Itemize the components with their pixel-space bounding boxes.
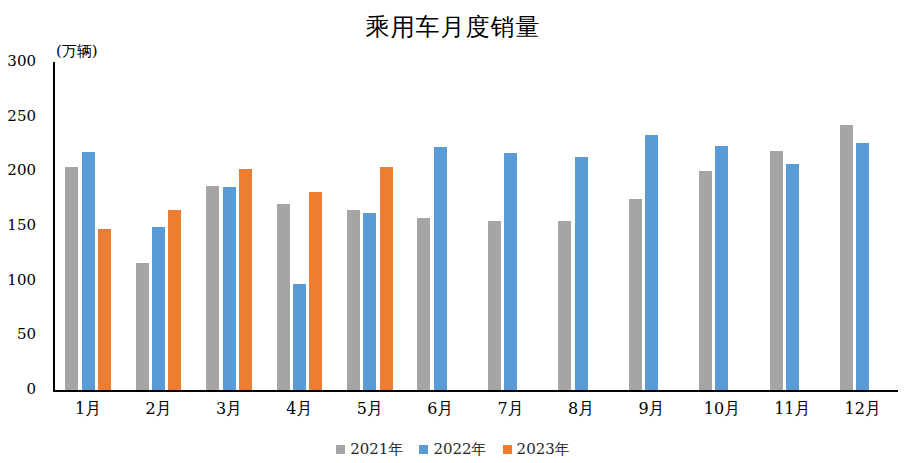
x-tick-label-11月: 11月: [757, 401, 827, 417]
x-tick-label-3月: 3月: [194, 401, 264, 417]
bar-9月-2021年: [629, 199, 642, 390]
bar-1月-2023年: [98, 229, 111, 390]
legend: 2021年 2022年 2023年: [0, 440, 906, 459]
x-tick-label-9月: 9月: [616, 401, 686, 417]
chart-title: 乘用车月度销量: [0, 11, 906, 43]
legend-swatch-icon: [336, 445, 345, 454]
bar-3月-2021年: [206, 186, 219, 390]
y-tick-label: 50: [0, 327, 36, 342]
x-tick-label-7月: 7月: [476, 401, 546, 417]
x-tick-label-12月: 12月: [828, 401, 898, 417]
x-tick-label-10月: 10月: [687, 401, 757, 417]
x-tick-label-1月: 1月: [53, 401, 123, 417]
bar-6月-2022年: [434, 147, 447, 390]
bar-1月-2021年: [65, 167, 78, 390]
legend-swatch-icon: [503, 445, 512, 454]
bar-5月-2023年: [380, 167, 393, 390]
bar-5月-2022年: [363, 213, 376, 390]
bar-5月-2021年: [347, 210, 360, 390]
bar-7月-2021年: [488, 221, 501, 390]
legend-item-2022年: 2022年: [419, 440, 486, 459]
bar-12月-2021年: [840, 125, 853, 390]
bar-3月-2022年: [223, 187, 236, 390]
x-tick-label-4月: 4月: [264, 401, 334, 417]
y-tick-label: 300: [0, 54, 36, 69]
legend-label: 2022年: [433, 440, 486, 459]
y-tick-label: 100: [0, 273, 36, 288]
bar-6月-2021年: [417, 218, 430, 390]
x-tick-label-8月: 8月: [546, 401, 616, 417]
legend-item-2023年: 2023年: [503, 440, 570, 459]
x-tick-label-2月: 2月: [123, 401, 193, 417]
bar-2月-2021年: [136, 263, 149, 390]
bar-2月-2023年: [168, 210, 181, 390]
x-axis-line: [53, 390, 898, 392]
bar-11月-2021年: [770, 151, 783, 390]
x-tick-label-5月: 5月: [335, 401, 405, 417]
bar-10月-2022年: [715, 146, 728, 390]
legend-label: 2023年: [517, 440, 570, 459]
y-tick-label: 250: [0, 109, 36, 124]
bar-11月-2022年: [786, 164, 799, 390]
bar-4月-2021年: [277, 204, 290, 390]
bar-8月-2022年: [575, 157, 588, 390]
bar-9月-2022年: [645, 135, 658, 390]
y-tick-label: 0: [0, 382, 36, 397]
bar-4月-2023年: [309, 192, 322, 390]
y-tick-label: 200: [0, 163, 36, 178]
legend-swatch-icon: [419, 445, 428, 454]
y-tick-label: 150: [0, 218, 36, 233]
bar-4月-2022年: [293, 284, 306, 390]
bar-12月-2022年: [856, 143, 869, 390]
legend-item-2021年: 2021年: [336, 440, 403, 459]
bar-3月-2023年: [239, 169, 252, 390]
y-axis-unit-label: (万辆): [56, 42, 98, 61]
bar-2月-2022年: [152, 227, 165, 390]
x-tick-label-6月: 6月: [405, 401, 475, 417]
chart-container: 乘用车月度销量 (万辆) 0 50 100 150 200 250 300 1月2月3月4月…: [0, 0, 906, 463]
bar-8月-2021年: [558, 221, 571, 390]
bar-10月-2021年: [699, 171, 712, 390]
y-axis-line: [53, 62, 55, 390]
legend-label: 2021年: [350, 440, 403, 459]
bar-7月-2022年: [504, 153, 517, 390]
bar-1月-2022年: [82, 152, 95, 390]
